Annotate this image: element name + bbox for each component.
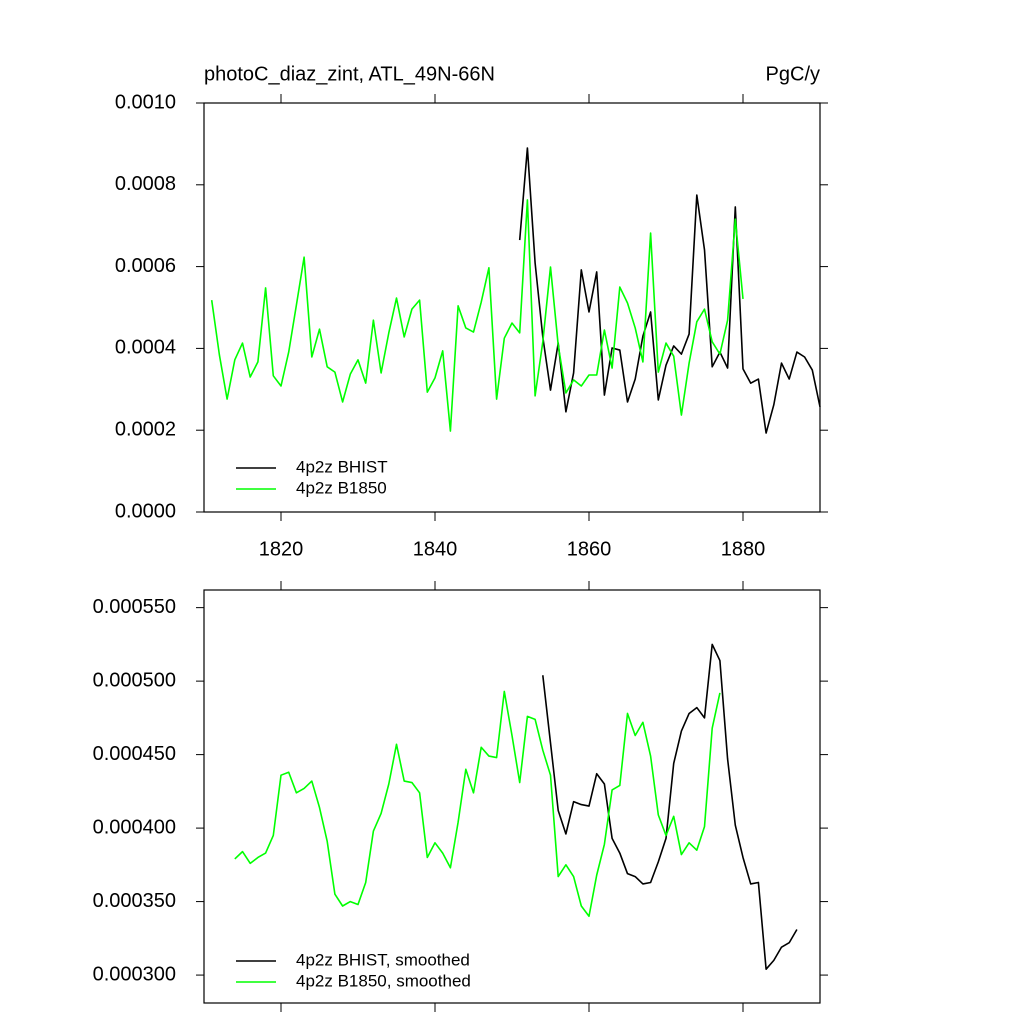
x-tick-label: 1820 (259, 538, 304, 560)
data-line (234, 690, 721, 918)
chart-title: photoC_diaz_zint, ATL_49N-66N (204, 63, 495, 85)
x-tick-label: 1880 (721, 538, 766, 560)
y-tick-label: 0.0002 (115, 418, 176, 440)
y-tick-label: 0.000500 (93, 669, 176, 691)
legend-label: 4p2z B1850 (296, 478, 387, 497)
y-tick-label: 0.000400 (93, 816, 176, 838)
y-tick-label: 0.0008 (115, 173, 176, 195)
x-tick-label: 1860 (567, 538, 612, 560)
legend-label: 4p2z B1850, smoothed (296, 971, 471, 990)
y-tick-label: 0.000350 (93, 890, 176, 912)
plot-frame (203, 589, 821, 1004)
y-tick-label: 0.0010 (115, 91, 176, 113)
y-tick-label: 0.0004 (115, 337, 176, 359)
y-tick-label: 0.000550 (93, 596, 176, 618)
y-tick-label: 0.000300 (93, 963, 176, 985)
y-tick-label: 0.0000 (115, 500, 176, 522)
data-line (518, 147, 821, 434)
units-label: PgC/y (766, 63, 820, 85)
data-line (210, 199, 744, 432)
plot-frame (203, 102, 821, 513)
y-tick-label: 0.000450 (93, 743, 176, 765)
legend-label: 4p2z BHIST, smoothed (296, 950, 470, 969)
x-tick-label: 1840 (413, 538, 458, 560)
data-line (542, 643, 798, 970)
y-tick-label: 0.0006 (115, 255, 176, 277)
legend-label: 4p2z BHIST (296, 457, 388, 476)
